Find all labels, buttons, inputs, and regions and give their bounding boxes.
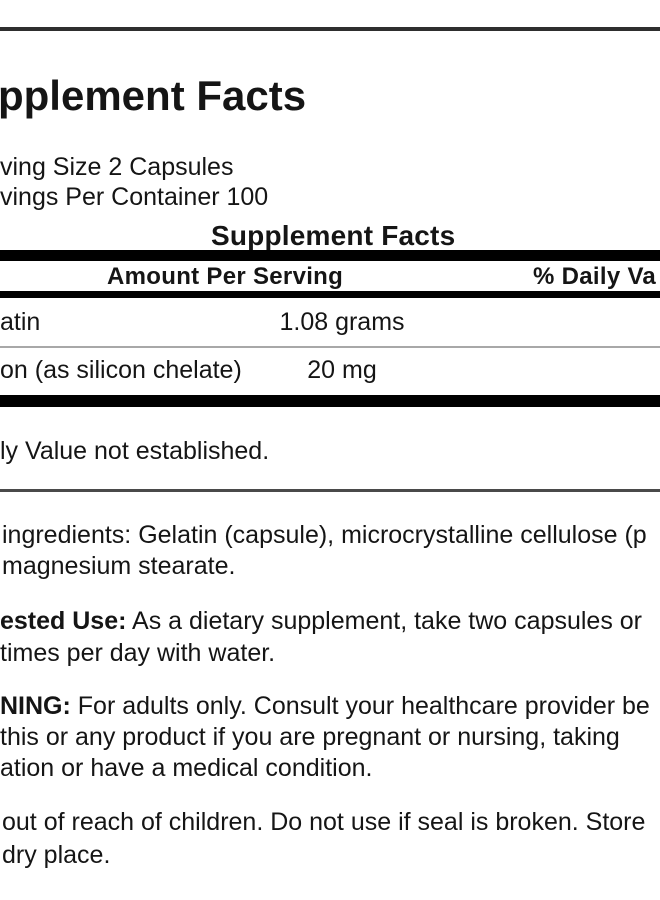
column-header-amount-per-serving: Amount Per Serving (107, 263, 344, 290)
warning-text: For adults only. Consult your healthcare… (70, 692, 650, 720)
warning-line3: ation or have a medical condition. (0, 754, 373, 782)
servings-per-container-text: vings Per Container 100 (0, 183, 269, 211)
table-row-nutrient-name: on (as silicon chelate) (0, 356, 242, 384)
table-row-nutrient-amount: 20 mg (307, 356, 377, 384)
suggested-use-text: As a dietary supplement, take two capsul… (126, 607, 643, 635)
table-bottom-bar (0, 395, 660, 407)
table-row-nutrient-name: atin (0, 308, 41, 336)
label-main-title: pplement Facts (0, 72, 307, 119)
facts-table-title: Supplement Facts (211, 220, 456, 251)
suggested-use-line1: ested Use: As a dietary supplement, take… (0, 605, 642, 637)
column-header-percent-daily-value: % Daily Va (533, 263, 657, 290)
serving-info: ving Size 2 Capsules vings Per Container… (0, 152, 268, 212)
table-row-divider (0, 346, 660, 348)
warning-line2: this or any product if you are pregnant … (0, 723, 620, 751)
suggested-use-line2: times per day with water. (0, 639, 276, 667)
other-ingredients-paragraph: ingredients: Gelatin (capsule), microcry… (2, 520, 647, 582)
suggested-use-label: ested Use: (0, 607, 127, 635)
section-divider-rule (0, 489, 660, 492)
warning-paragraph: NING: For adults only. Consult your heal… (0, 691, 650, 784)
table-header-top-bar (0, 250, 660, 261)
daily-value-footnote: ly Value not established. (0, 437, 270, 465)
other-ingredients-line1: ingredients: Gelatin (capsule), microcry… (2, 521, 647, 549)
warning-line1: NING: For adults only. Consult your heal… (0, 691, 650, 722)
suggested-use-paragraph: ested Use: As a dietary supplement, take… (0, 605, 642, 669)
other-ingredients-line2: magnesium stearate. (2, 552, 236, 580)
storage-line1: out of reach of children. Do not use if … (2, 808, 646, 836)
table-header-bottom-bar (0, 291, 660, 298)
serving-size-text: ving Size 2 Capsules (0, 153, 234, 181)
table-row-nutrient-amount: 1.08 grams (279, 308, 405, 336)
storage-line2: dry place. (2, 841, 111, 869)
storage-paragraph: out of reach of children. Do not use if … (2, 806, 645, 872)
warning-label: NING: (0, 692, 71, 720)
top-border-rule (0, 27, 660, 31)
